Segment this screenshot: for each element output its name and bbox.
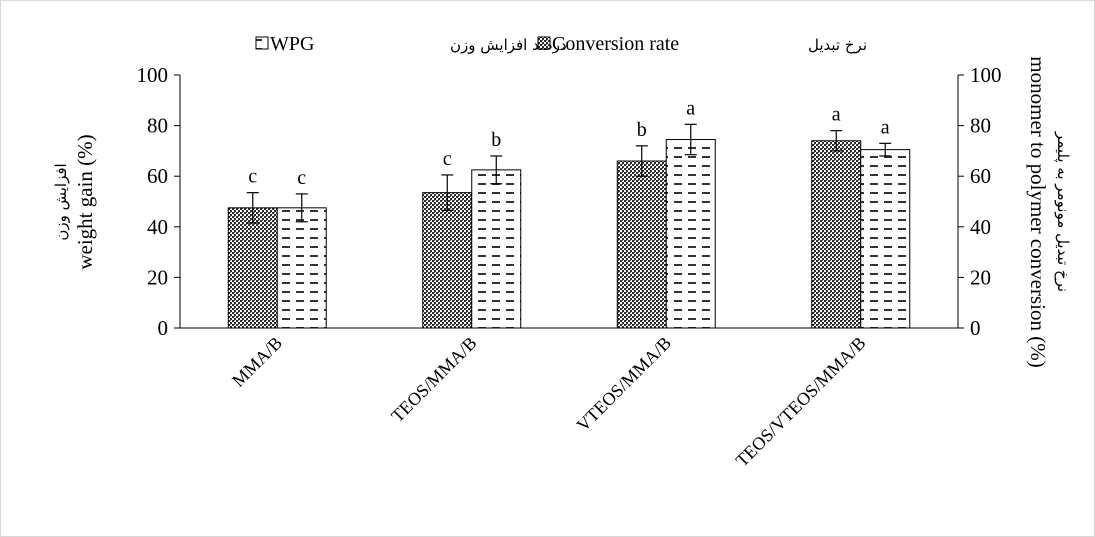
left-tick-label: 80 bbox=[147, 114, 168, 138]
significance-letter: a bbox=[881, 116, 890, 138]
left-tick-label: 40 bbox=[147, 215, 168, 239]
legend-label-wpg: WPG bbox=[270, 33, 314, 55]
legend-label-conversion: Conversion rate bbox=[552, 33, 679, 55]
right-tick-label: 0 bbox=[970, 316, 981, 340]
category-label: TEOS/MMA/B bbox=[387, 333, 480, 426]
right-tick-label: 80 bbox=[970, 114, 991, 138]
legend-label-conversion-fa: نرخ تبدیل bbox=[808, 36, 867, 54]
significance-letter: b bbox=[637, 119, 647, 141]
left-y-ticks: 0 20 40 60 80 100 bbox=[137, 63, 181, 340]
bar bbox=[277, 208, 326, 328]
category-label: TEOS/VTEOS/MMA/B bbox=[732, 333, 870, 471]
category-label: MMA/B bbox=[228, 333, 286, 391]
left-tick-label: 20 bbox=[147, 265, 168, 289]
left-tick-label: 60 bbox=[147, 164, 168, 188]
left-tick-label: 0 bbox=[158, 316, 169, 340]
right-tick-label: 100 bbox=[970, 63, 1002, 87]
bar bbox=[861, 150, 910, 328]
significance-letter: c bbox=[443, 148, 452, 170]
bar bbox=[666, 140, 715, 328]
y-right-label: monomer to polymer conversion (%) bbox=[1026, 56, 1050, 367]
right-tick-label: 60 bbox=[970, 164, 991, 188]
bar bbox=[423, 193, 472, 328]
y-right-label-fa: نرخ تبدیل مونومر به پلیمر bbox=[1053, 131, 1072, 292]
category-labels: MMA/B TEOS/MMA/B VTEOS/MMA/B TEOS/VTEOS/MMA… bbox=[228, 333, 869, 471]
bars: c c c b b a a a bbox=[228, 97, 910, 328]
legend-swatch-conversion bbox=[538, 37, 550, 49]
category-label: VTEOS/MMA/B bbox=[573, 333, 676, 436]
bar bbox=[228, 208, 277, 328]
bar bbox=[812, 141, 861, 328]
legend: WPG درصد افزایش وزن Conversion rate نرخ … bbox=[256, 33, 867, 55]
right-tick-label: 40 bbox=[970, 215, 991, 239]
significance-letter: a bbox=[686, 97, 695, 119]
significance-letter: b bbox=[491, 129, 501, 151]
right-y-ticks: 0 20 40 60 80 100 bbox=[958, 63, 1002, 340]
bar bbox=[617, 161, 666, 328]
significance-letter: c bbox=[297, 167, 306, 189]
y-left-label-fa: افزایش وزن bbox=[52, 163, 70, 240]
y-left-label: weight gain (%) bbox=[73, 134, 97, 269]
left-tick-label: 100 bbox=[137, 63, 169, 87]
right-tick-label: 20 bbox=[970, 265, 991, 289]
significance-letter: a bbox=[832, 104, 841, 126]
significance-letter: c bbox=[248, 166, 257, 188]
bar bbox=[472, 170, 521, 328]
legend-swatch-wpg bbox=[256, 37, 268, 49]
